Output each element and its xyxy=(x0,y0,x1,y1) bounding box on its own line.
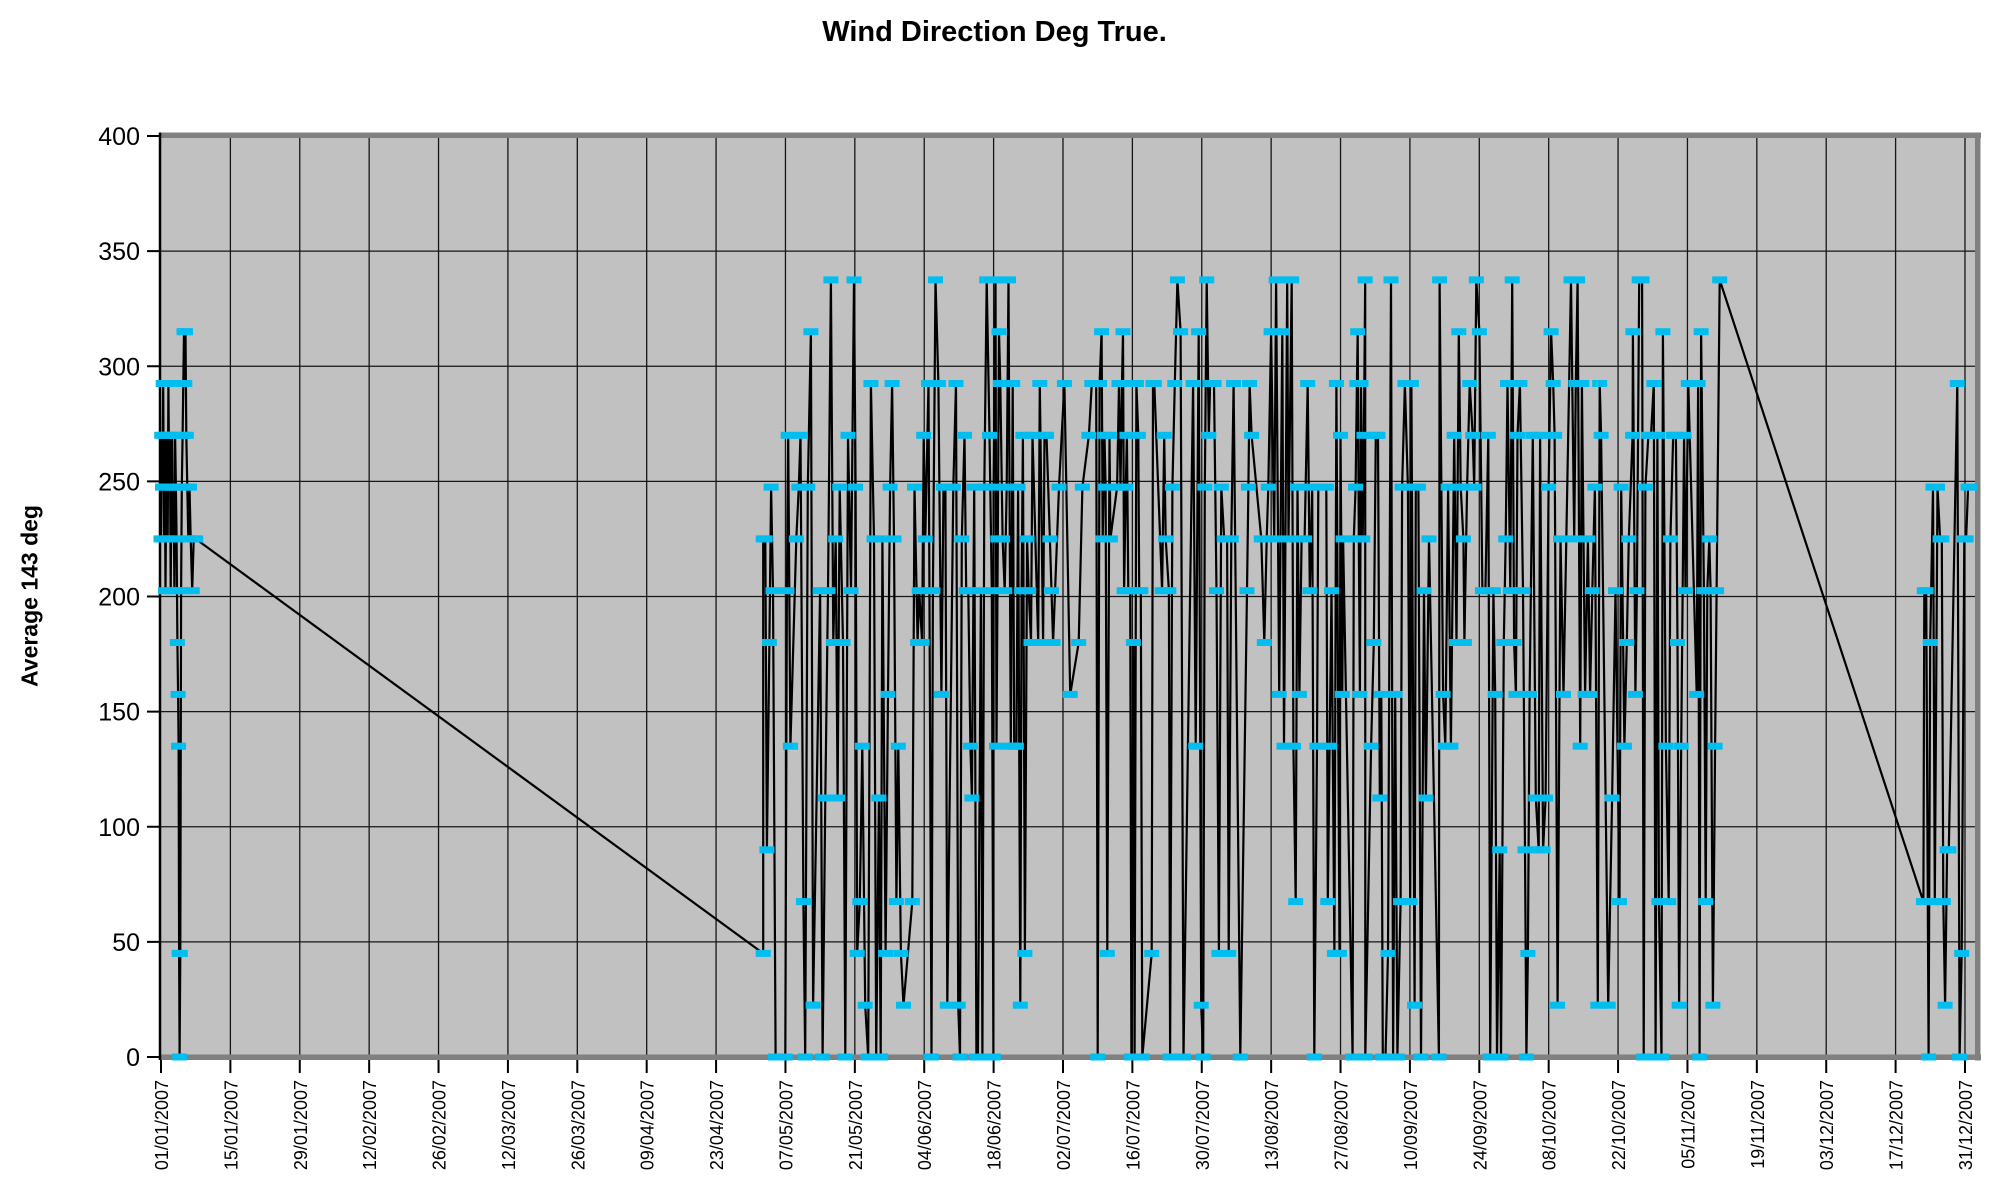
y-tick-label: 100 xyxy=(98,814,140,842)
x-tick-label: 27/08/2007 xyxy=(1332,1080,1352,1170)
x-tick-label: 18/06/2007 xyxy=(985,1080,1005,1170)
x-tick-label: 12/03/2007 xyxy=(499,1080,519,1170)
x-tick-label: 02/07/2007 xyxy=(1054,1080,1074,1170)
y-tick-label: 400 xyxy=(98,123,140,151)
x-tick-label: 19/11/2007 xyxy=(1748,1080,1768,1169)
x-tick-label: 17/12/2007 xyxy=(1887,1080,1907,1170)
x-tick-label: 08/10/2007 xyxy=(1540,1080,1560,1170)
x-tick-label: 05/11/2007 xyxy=(1678,1080,1698,1169)
x-tick-label: 22/10/2007 xyxy=(1609,1080,1629,1170)
x-tick-label: 10/09/2007 xyxy=(1401,1080,1421,1170)
x-tick-label: 31/12/2007 xyxy=(1956,1080,1976,1170)
y-tick-label: 300 xyxy=(98,353,140,381)
x-tick-label: 26/02/2007 xyxy=(430,1080,450,1170)
y-tick-label: 0 xyxy=(126,1044,140,1072)
y-tick-label: 150 xyxy=(98,699,140,727)
x-tick-label: 30/07/2007 xyxy=(1193,1080,1213,1170)
x-tick-label: 16/07/2007 xyxy=(1123,1080,1143,1170)
x-tick-label: 13/08/2007 xyxy=(1262,1080,1282,1170)
y-tick-label: 250 xyxy=(98,468,140,496)
x-tick-label: 23/04/2007 xyxy=(707,1080,727,1170)
x-tick-label: 09/04/2007 xyxy=(638,1080,658,1170)
y-tick-label: 50 xyxy=(112,929,140,957)
x-tick-label: 07/05/2007 xyxy=(776,1080,796,1170)
y-axis-ticks: 0 50 100 150 200 250 300 350 400 xyxy=(98,123,161,1072)
x-tick-label: 21/05/2007 xyxy=(846,1080,866,1170)
x-tick-label: 24/09/2007 xyxy=(1470,1080,1490,1170)
x-tick-label: 03/12/2007 xyxy=(1817,1080,1837,1170)
series-markers xyxy=(153,276,1978,1061)
x-tick-label: 15/01/2007 xyxy=(221,1080,241,1170)
x-tick-label: 26/03/2007 xyxy=(568,1080,588,1170)
y-tick-label: 350 xyxy=(98,238,140,266)
x-tick-label: 12/02/2007 xyxy=(360,1080,380,1170)
x-tick-label: 29/01/2007 xyxy=(291,1080,311,1170)
x-axis-ticks: 01/01/2007 15/01/2007 29/01/2007 12/02/2007… xyxy=(152,1060,1976,1170)
x-tick-label: 04/06/2007 xyxy=(915,1080,935,1170)
chart-title: Wind Direction Deg True. xyxy=(822,16,1167,48)
y-tick-label: 200 xyxy=(98,584,140,612)
x-tick-label: 01/01/2007 xyxy=(152,1080,172,1170)
